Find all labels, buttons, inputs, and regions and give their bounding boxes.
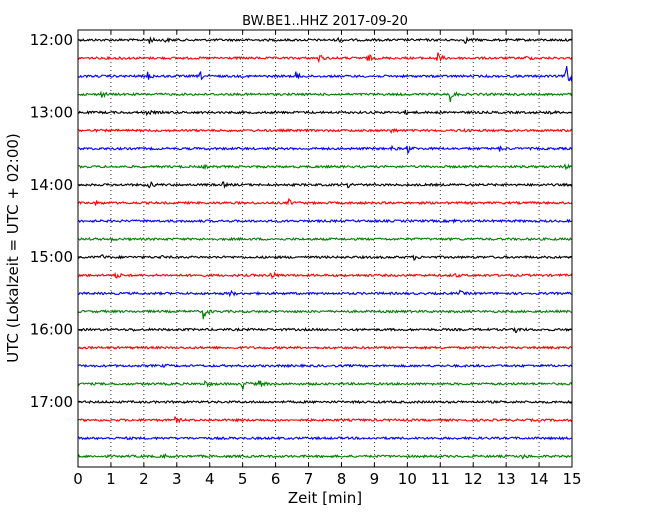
y-tick-label: 17:00 [30,393,73,411]
x-tick-label: 15 [562,470,581,488]
trace-line [77,289,573,298]
x-tick-label: 11 [431,470,450,488]
x-tick-label: 7 [304,470,314,488]
x-tick-label: 13 [497,470,516,488]
trace-line [77,109,573,117]
trace-group [77,36,573,460]
x-tick-label: 2 [139,470,149,488]
x-tick-label: 5 [238,470,248,488]
trace-line [77,453,573,460]
trace-line [77,399,573,405]
y-axis-label: UTC (Lokalzeit = UTC + 02:00) [4,133,22,363]
trace-line [77,415,573,424]
x-tick-label: 6 [271,470,281,488]
trace-line [77,326,573,333]
x-tick-label: 12 [464,470,483,488]
trace-line [77,309,573,320]
trace-line [77,163,573,171]
trace-line [77,363,573,369]
y-tick-label: 13:00 [30,103,73,121]
trace-line [77,271,573,280]
x-tick-label: 0 [73,470,83,488]
trace-line [77,90,573,103]
chart-title: BW.BE1..HHZ 2017-09-20 [242,14,408,29]
x-tick-label: 4 [205,470,215,488]
trace-line [78,218,573,225]
plot-area [78,30,572,467]
x-tick-label: 3 [172,470,182,488]
trace-line [77,380,573,390]
x-tick-label: 8 [337,470,347,488]
plot-frame [77,29,573,468]
trace-line [77,435,573,441]
trace-line [77,144,573,155]
trace-line [77,52,573,64]
trace-line [77,197,573,206]
trace-line [77,127,573,135]
x-tick-label: 9 [370,470,380,488]
trace-line [77,65,573,82]
vertical-grid [110,30,540,467]
trace-line [77,36,573,45]
x-axis-label: Zeit [min] [288,489,362,507]
y-axis-ticks: 12:00 13:00 14:00 15:00 16:00 17:00 [30,31,572,411]
y-tick-label: 12:00 [30,31,73,49]
y-tick-label: 14:00 [30,176,73,194]
trace-line [77,254,573,261]
y-tick-label: 16:00 [30,321,73,339]
trace-line [77,236,573,243]
x-tick-label: 1 [106,470,116,488]
x-axis-ticks: 0 1 2 3 4 5 6 7 8 9 10 11 12 13 14 15 [73,30,582,488]
y-tick-label: 15:00 [30,248,73,266]
trace-line [77,345,573,351]
x-tick-label: 10 [398,470,417,488]
x-tick-label: 14 [530,470,549,488]
trace-line [77,180,573,189]
